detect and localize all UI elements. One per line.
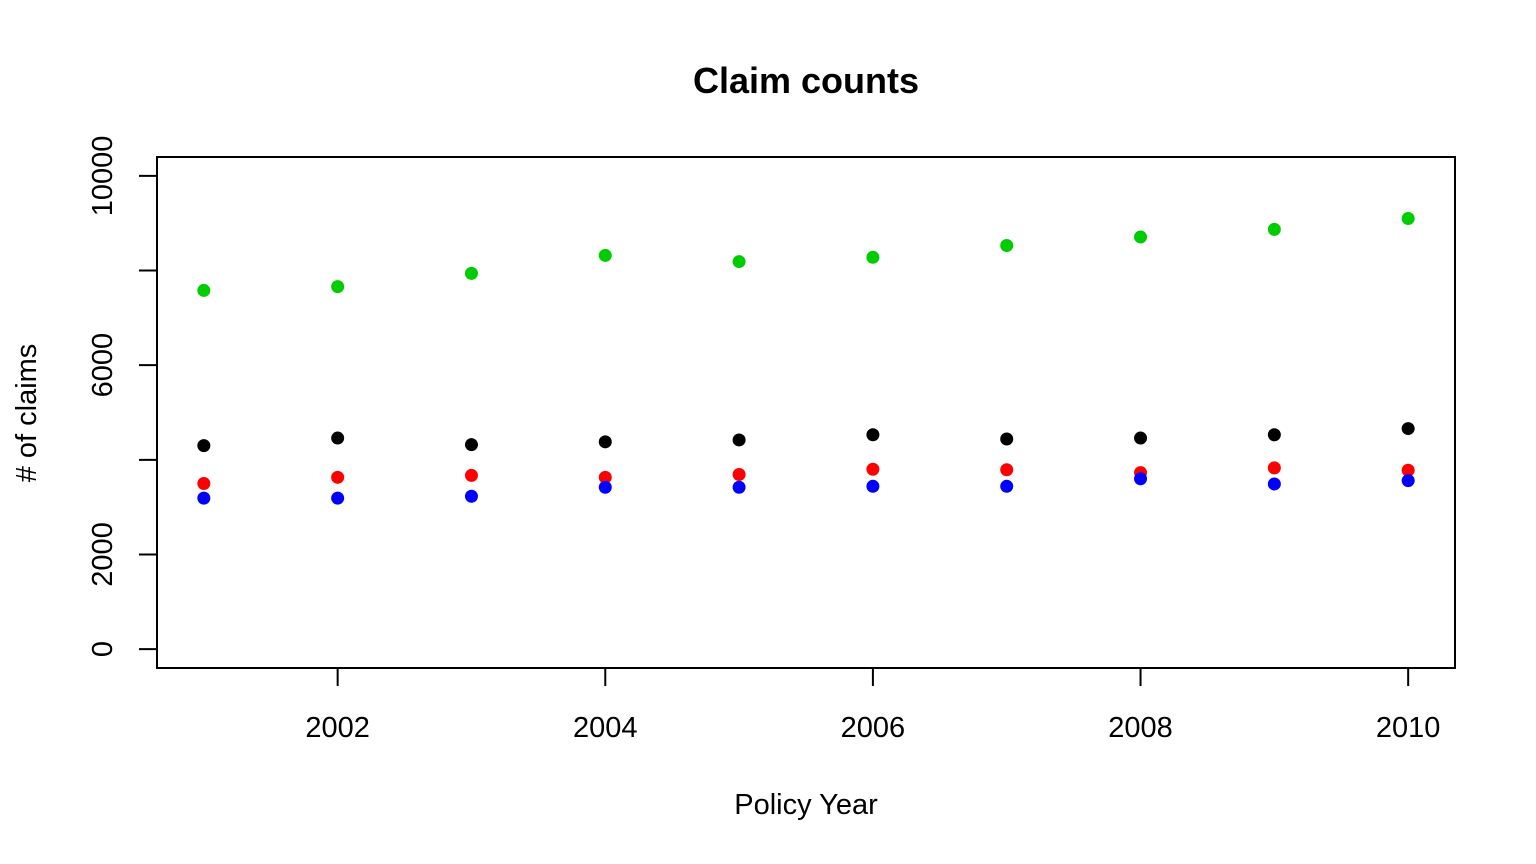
y-tick-label: 2000 xyxy=(87,522,119,587)
x-tick-label: 2008 xyxy=(1108,712,1173,744)
data-point xyxy=(598,248,612,262)
data-point xyxy=(1134,431,1148,445)
data-point xyxy=(197,283,211,297)
data-point xyxy=(598,480,612,494)
y-axis-label: # of claims xyxy=(11,344,43,483)
y-tick-label: 6000 xyxy=(87,333,119,398)
data-point xyxy=(1134,472,1148,486)
data-point xyxy=(331,470,345,484)
x-tick-label: 2006 xyxy=(841,712,906,744)
data-point xyxy=(598,435,612,449)
data-point xyxy=(598,470,612,484)
data-point xyxy=(732,480,746,494)
x-tick-label: 2002 xyxy=(305,712,370,744)
series-3 xyxy=(197,461,1415,490)
data-point xyxy=(866,250,880,264)
x-axis-label: Policy Year xyxy=(734,789,878,821)
data-point xyxy=(1134,230,1148,244)
y-tick-label: 10000 xyxy=(87,136,119,217)
data-point xyxy=(1401,422,1415,436)
data-point xyxy=(464,438,478,452)
data-point xyxy=(1267,461,1281,475)
data-point xyxy=(197,491,211,505)
data-point xyxy=(732,467,746,481)
data-point xyxy=(1401,463,1415,477)
data-point xyxy=(732,433,746,447)
x-tick-label: 2010 xyxy=(1376,712,1441,744)
data-point xyxy=(1267,222,1281,236)
data-point xyxy=(1267,477,1281,491)
chart-title: Claim counts xyxy=(693,60,919,101)
data-point xyxy=(331,431,345,445)
data-point xyxy=(732,255,746,269)
data-points xyxy=(197,212,1415,505)
data-point xyxy=(1000,463,1014,477)
data-point xyxy=(197,476,211,490)
x-axis: 2002 2004 2006 2008 2010 xyxy=(305,667,1441,744)
data-point xyxy=(1267,428,1281,442)
series-2 xyxy=(197,422,1415,453)
data-point xyxy=(1401,474,1415,488)
data-point xyxy=(866,479,880,493)
data-point xyxy=(1000,432,1014,446)
y-axis: 0 2000 6000 10000 xyxy=(87,136,158,657)
data-point xyxy=(464,489,478,503)
plot-frame xyxy=(156,156,1456,669)
y-tick-label: 0 xyxy=(87,641,119,657)
data-point xyxy=(464,468,478,482)
x-tick-label: 2004 xyxy=(573,712,638,744)
series-1 xyxy=(197,212,1415,297)
data-point xyxy=(331,491,345,505)
data-point xyxy=(1000,238,1014,252)
data-point xyxy=(331,280,345,294)
data-point xyxy=(197,439,211,453)
data-point xyxy=(866,428,880,442)
data-point xyxy=(1000,479,1014,493)
series-4 xyxy=(197,472,1415,505)
data-point xyxy=(464,266,478,280)
data-point xyxy=(1401,212,1415,226)
data-point xyxy=(866,462,880,476)
